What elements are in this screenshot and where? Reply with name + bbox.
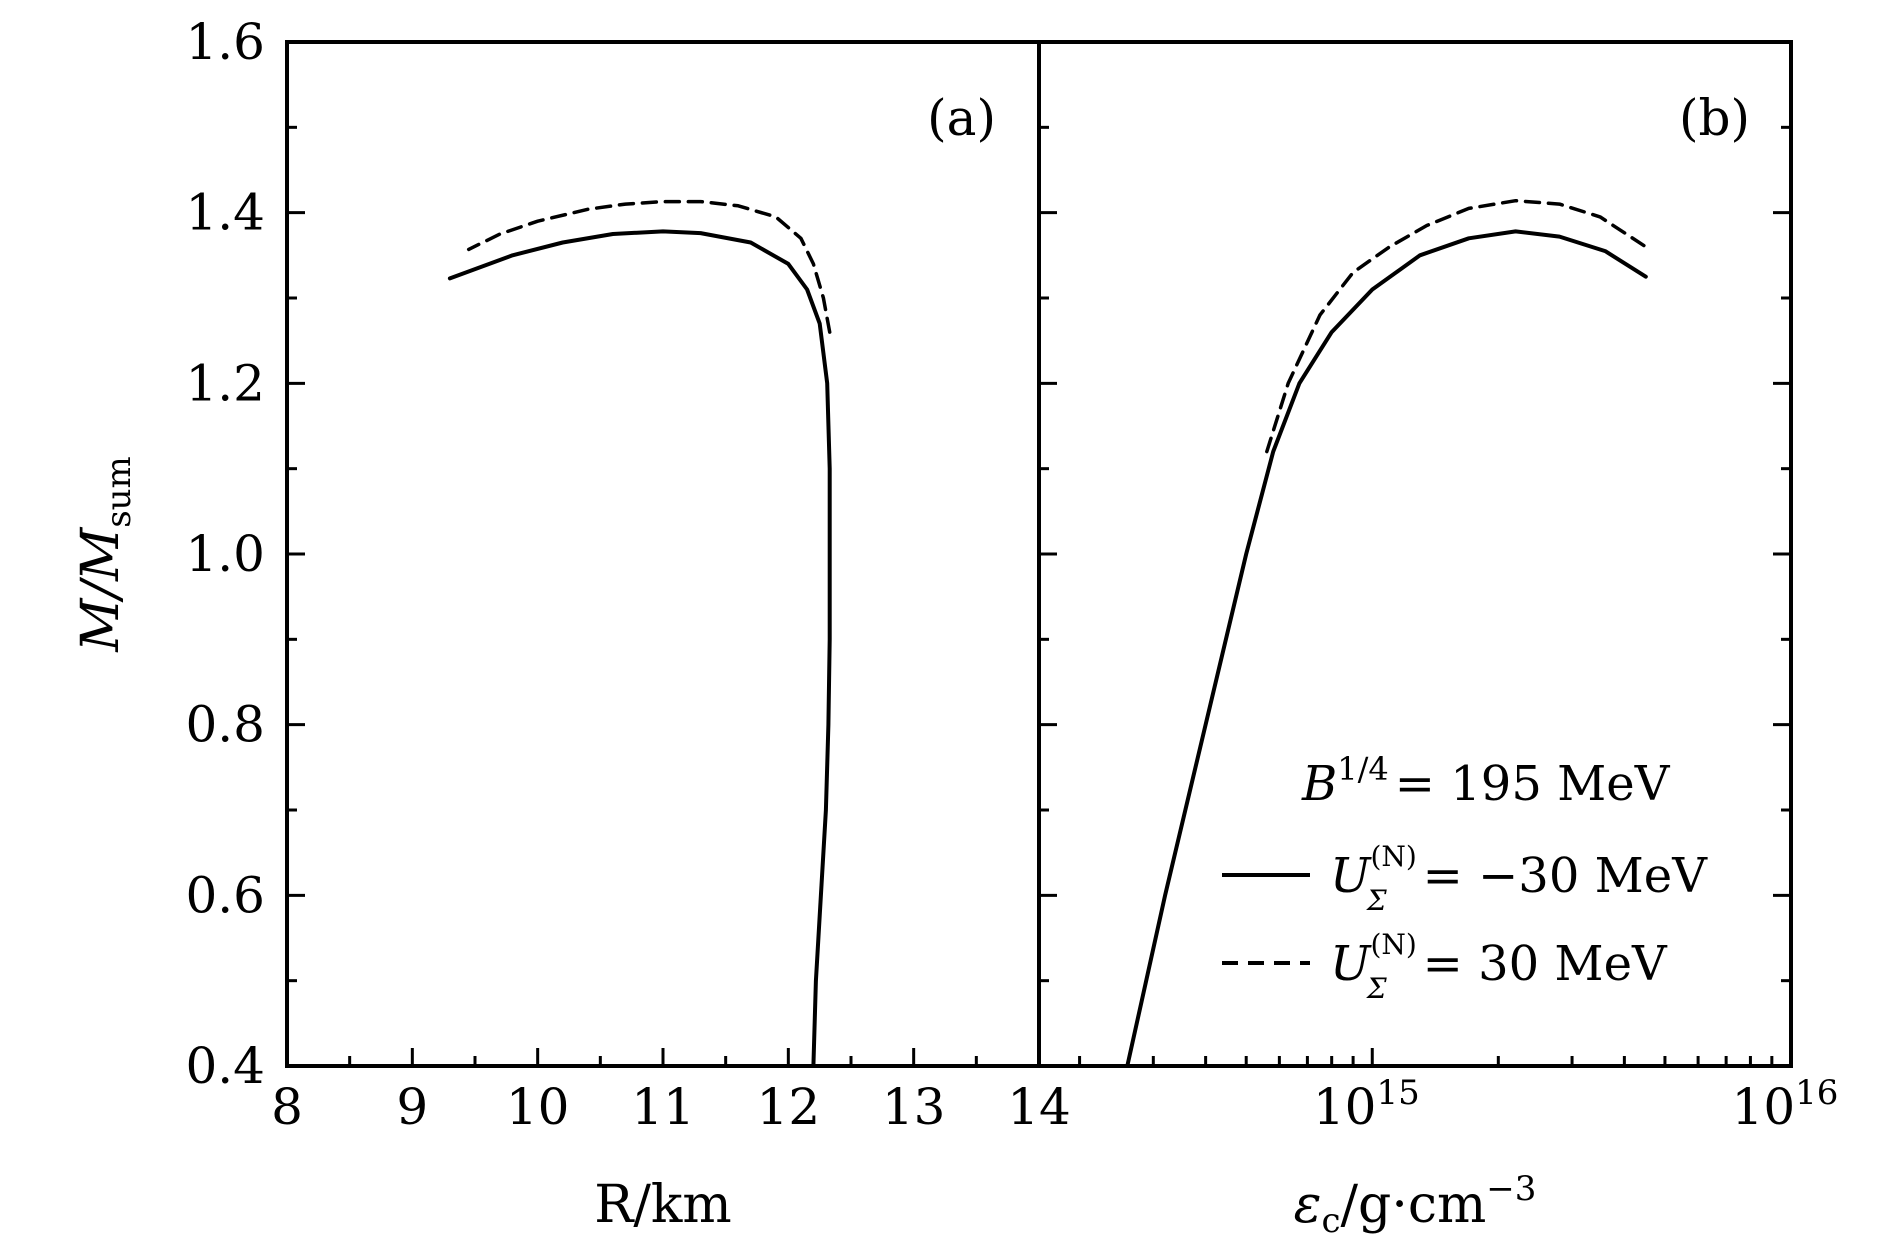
legend-entry-0-symbol: U	[1330, 848, 1372, 904]
legend-entry-1-sup: (N)	[1370, 928, 1416, 961]
x-tick-label-a: 10	[506, 1078, 570, 1136]
y-tick-label: 1.4	[185, 184, 265, 242]
legend-title-sup: 1/4	[1337, 750, 1389, 788]
x-tick-label-b: 1016	[1732, 1073, 1839, 1136]
y-axis-title-main: M/M	[71, 526, 131, 653]
series-line-a-solid	[447, 229, 832, 1068]
y-tick-label: 0.8	[185, 696, 265, 754]
x-tick-label-b-base: 10	[1732, 1078, 1796, 1136]
legend-title: B1/4 = 195 MeV	[1301, 750, 1671, 812]
x-tick-label-b-base: 10	[1313, 1078, 1377, 1136]
x-tick-label-a: 13	[882, 1078, 946, 1136]
panel-a-frame	[285, 40, 1041, 1068]
x-axis-title-a: R/km	[594, 1175, 732, 1235]
x-axis-title-b-sup: −3	[1486, 1169, 1536, 1209]
y-tick-label: 0.4	[185, 1037, 265, 1095]
x-axis-title-b-sub: c	[1321, 1201, 1340, 1241]
legend: B1/4 = 195 MeV U(N) Σ = −30 MeV U(N) Σ = 30 M…	[1222, 750, 1708, 1005]
x-axis-title-b-unit: /g·cm	[1341, 1175, 1487, 1235]
panel-b-frame	[1037, 40, 1793, 1068]
x-axis-title-b: εc/g·cm−3	[1294, 1169, 1537, 1241]
x-tick-label-a: 11	[631, 1078, 695, 1136]
legend-entry-1: U(N) Σ = 30 MeV	[1330, 928, 1668, 1005]
y-tick-label: 1.2	[185, 354, 265, 412]
x-tick-label-a: 14	[1007, 1078, 1071, 1136]
ticks-layer: 0.40.60.81.01.21.41.68 9 10 11 12 13 14 1015 101…	[185, 13, 1838, 1136]
legend-entry-1-text: = 30 MeV	[1423, 936, 1668, 992]
series-layer	[447, 198, 1648, 1068]
y-tick-label: 1.0	[185, 525, 265, 583]
panel-a-label: (a)	[927, 89, 996, 147]
legend-entry-1-sub: Σ	[1366, 972, 1387, 1005]
x-tick-label-a: 8	[271, 1078, 303, 1136]
x-tick-label-b-exp: 16	[1795, 1073, 1838, 1113]
legend-entry-0-text: = −30 MeV	[1423, 848, 1709, 904]
series-line-a-dashed	[466, 199, 832, 334]
legend-entry-1-symbol: U	[1330, 936, 1372, 992]
legend-title-main: B	[1301, 756, 1337, 812]
x-tick-label-b-exp: 15	[1376, 1073, 1419, 1113]
x-tick-label-a: 12	[757, 1078, 821, 1136]
y-axis-title: M/Msum	[71, 456, 139, 653]
legend-entry-0-sub: Σ	[1366, 884, 1387, 917]
x-tick-label-a: 9	[396, 1078, 428, 1136]
series-line-b-dashed	[1265, 198, 1648, 454]
series-line-b-solid	[1125, 229, 1648, 1068]
y-tick-label: 0.6	[185, 866, 265, 924]
legend-title-rest: = 195 MeV	[1395, 756, 1671, 812]
panel-b-label: (b)	[1679, 89, 1750, 147]
legend-entry-0-sup: (N)	[1370, 840, 1416, 873]
x-tick-label-b: 1015	[1313, 1073, 1420, 1136]
y-axis-title-sub: sum	[99, 456, 139, 528]
legend-entry-0: U(N) Σ = −30 MeV	[1330, 840, 1708, 917]
y-tick-label: 1.6	[185, 13, 265, 71]
x-axis-title-b-main: ε	[1294, 1175, 1322, 1235]
